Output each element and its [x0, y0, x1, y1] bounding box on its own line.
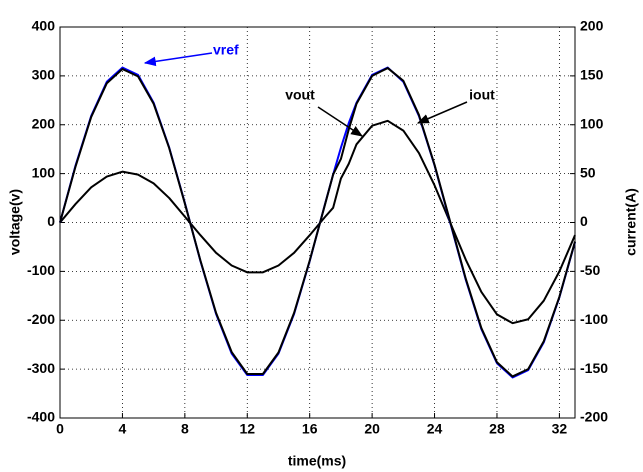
y2-tick-label: 50	[580, 164, 596, 180]
y2-tick-label: -200	[580, 409, 608, 425]
series-label: vout	[285, 87, 315, 103]
y-tick-label: 300	[32, 67, 56, 83]
x-tick-label: 12	[239, 421, 255, 437]
y-tick-label: 200	[32, 115, 56, 131]
x-axis-label: time(ms)	[288, 453, 346, 469]
y-tick-label: 0	[47, 213, 55, 229]
x-tick-label: 28	[489, 421, 505, 437]
annotation-arrow	[416, 101, 468, 124]
y-tick-label: -300	[27, 360, 55, 376]
y-tick-label: -100	[27, 262, 55, 278]
y2-tick-label: -100	[580, 311, 608, 327]
y-tick-label: 400	[32, 18, 56, 34]
y2-axis-label: current(A)	[623, 188, 639, 256]
plot-frame	[59, 26, 576, 419]
x-tick-label: 0	[56, 421, 64, 437]
annotation-arrow	[317, 106, 364, 137]
y2-tick-label: 0	[580, 213, 588, 229]
series-line	[59, 67, 576, 378]
y-tick-label: -400	[27, 409, 55, 425]
y-axis-label: voltage(v)	[7, 189, 23, 255]
annotation-arrow	[143, 52, 213, 67]
x-tick-label: 32	[552, 421, 568, 437]
y-tick-label: -200	[27, 311, 55, 327]
x-tick-label: 24	[427, 421, 443, 437]
y2-tick-label: 150	[580, 67, 604, 83]
series-label: vref	[213, 42, 239, 58]
x-tick-label: 16	[302, 421, 318, 437]
y2-tick-label: 100	[580, 115, 604, 131]
x-tick-label: 4	[119, 421, 127, 437]
x-tick-label: 20	[364, 421, 380, 437]
y2-tick-label: 200	[580, 18, 604, 34]
y-tick-label: 100	[32, 164, 56, 180]
y2-tick-label: -150	[580, 360, 608, 376]
series-line	[59, 119, 576, 325]
x-tick-label: 8	[181, 421, 189, 437]
y2-tick-label: -50	[580, 262, 600, 278]
series-label: iout	[469, 87, 495, 103]
series-line	[59, 66, 576, 379]
